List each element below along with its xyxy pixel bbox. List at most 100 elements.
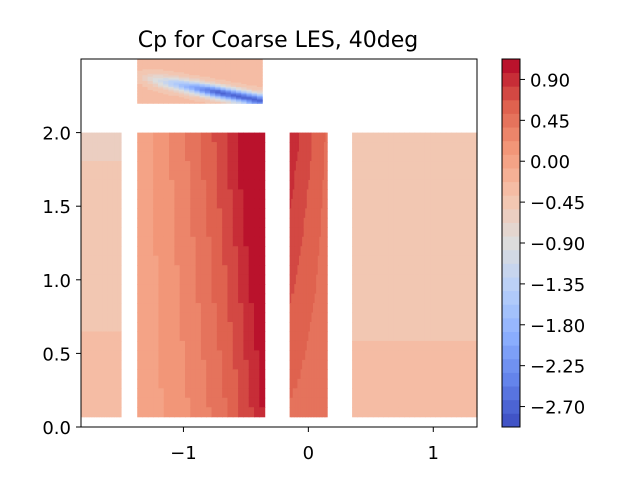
cp-cell bbox=[251, 66, 258, 69]
cp-cell bbox=[104, 132, 107, 143]
cp-cell bbox=[211, 132, 218, 143]
cp-cell bbox=[216, 369, 223, 380]
cp-cell bbox=[87, 227, 90, 238]
cp-cell bbox=[153, 151, 160, 162]
cp-cell bbox=[259, 255, 266, 266]
cp-cell bbox=[152, 63, 159, 66]
cp-cell bbox=[388, 208, 395, 219]
cp-cell bbox=[204, 85, 211, 88]
cp-cell bbox=[367, 142, 374, 153]
cp-cell bbox=[107, 142, 110, 153]
cp-cell bbox=[320, 322, 324, 333]
cp-cell bbox=[322, 189, 325, 200]
cp-cell bbox=[259, 132, 266, 143]
cp-cell bbox=[241, 66, 248, 69]
cp-cell bbox=[115, 340, 119, 352]
cp-cell bbox=[300, 303, 303, 314]
cp-cell bbox=[204, 92, 211, 95]
cp-cell bbox=[147, 161, 154, 172]
cp-cell bbox=[466, 378, 473, 389]
cp-cell bbox=[450, 217, 457, 228]
cp-cell bbox=[259, 161, 266, 172]
cp-cell bbox=[398, 369, 405, 380]
cp-cell bbox=[450, 388, 457, 399]
cp-cell bbox=[142, 94, 149, 97]
cp-cell bbox=[142, 67, 149, 70]
cp-cell bbox=[357, 179, 364, 191]
cp-cell bbox=[227, 246, 234, 257]
cp-cell bbox=[142, 359, 149, 370]
cp-cell bbox=[305, 208, 308, 219]
cp-cell bbox=[317, 170, 320, 181]
cp-cell bbox=[115, 179, 119, 191]
cp-cell bbox=[163, 284, 170, 295]
cp-cell bbox=[97, 198, 100, 209]
cp-cell bbox=[291, 227, 294, 238]
cp-cell bbox=[95, 142, 99, 153]
cp-cell bbox=[110, 378, 114, 389]
cp-cell bbox=[225, 92, 232, 95]
cp-cell bbox=[309, 407, 313, 418]
cp-cell bbox=[378, 293, 384, 304]
cp-cell bbox=[314, 179, 317, 191]
cp-cell bbox=[104, 255, 107, 266]
cp-cell bbox=[174, 397, 181, 408]
cp-cell bbox=[168, 70, 175, 73]
cp-cell bbox=[435, 179, 442, 191]
cp-cell bbox=[317, 331, 320, 342]
cp-cell bbox=[95, 170, 99, 181]
cp-cell bbox=[119, 359, 122, 370]
cp-cell bbox=[367, 359, 374, 370]
cp-cell bbox=[323, 378, 327, 389]
cp-cell bbox=[302, 265, 305, 276]
cp-cell bbox=[308, 312, 311, 323]
cp-cell bbox=[206, 217, 213, 228]
cp-cell bbox=[184, 97, 190, 100]
cp-cell bbox=[246, 59, 253, 62]
cp-cell bbox=[294, 246, 297, 257]
colorbar-level bbox=[502, 317, 520, 332]
cp-cell bbox=[147, 67, 154, 70]
cp-cell bbox=[117, 217, 120, 228]
cp-cell bbox=[298, 142, 302, 153]
cp-cell bbox=[174, 388, 181, 399]
colorbar-level bbox=[502, 399, 520, 414]
cp-cell bbox=[317, 293, 320, 304]
cp-cell bbox=[215, 70, 222, 73]
cp-cell bbox=[200, 303, 207, 314]
cp-cell bbox=[204, 66, 211, 69]
cp-cell bbox=[430, 227, 436, 238]
cp-cell bbox=[289, 312, 292, 323]
cp-cell bbox=[185, 378, 191, 389]
cp-cell bbox=[147, 59, 154, 62]
cp-cell bbox=[398, 284, 405, 295]
cp-cell bbox=[320, 359, 324, 370]
cp-cell bbox=[241, 95, 248, 98]
cp-cell bbox=[230, 60, 237, 63]
cp-cell bbox=[297, 179, 300, 191]
cp-cell bbox=[357, 236, 364, 247]
cp-cell bbox=[105, 388, 109, 399]
cp-cell bbox=[117, 397, 120, 408]
cp-cell bbox=[100, 284, 104, 295]
cp-cell bbox=[251, 60, 258, 63]
cp-cell bbox=[215, 76, 222, 79]
cp-cell bbox=[357, 312, 364, 323]
cp-cell bbox=[372, 350, 379, 361]
cp-cell bbox=[295, 265, 299, 276]
cp-cell bbox=[215, 88, 222, 91]
cp-cell bbox=[302, 236, 305, 247]
cp-cell bbox=[119, 312, 122, 323]
cp-cell bbox=[311, 227, 314, 238]
cp-cell bbox=[309, 359, 313, 370]
cp-cell bbox=[362, 340, 369, 352]
cp-cell bbox=[102, 407, 105, 418]
cp-cell bbox=[294, 397, 297, 408]
cp-cell bbox=[158, 95, 164, 98]
cp-cell bbox=[163, 76, 170, 79]
cp-cell bbox=[308, 340, 311, 352]
cp-cell bbox=[137, 132, 144, 143]
cp-cell bbox=[81, 217, 84, 228]
cp-cell bbox=[297, 350, 300, 361]
cp-cell bbox=[398, 246, 405, 257]
